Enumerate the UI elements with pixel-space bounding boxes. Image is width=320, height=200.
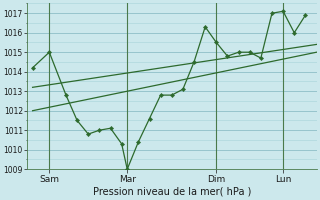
X-axis label: Pression niveau de la mer( hPa ): Pression niveau de la mer( hPa ) xyxy=(92,187,251,197)
